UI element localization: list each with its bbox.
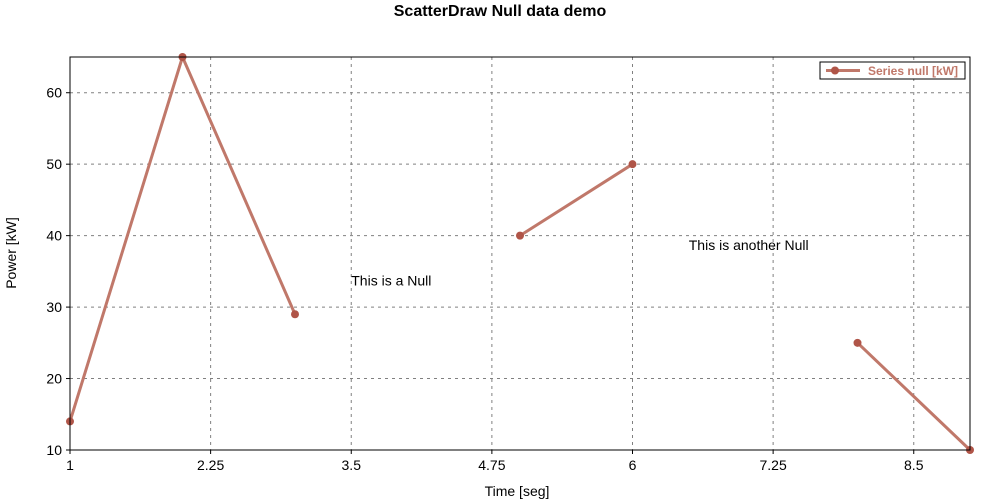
series-segment [518,162,634,238]
y-tick-label: 50 [46,156,62,172]
data-point [853,338,862,347]
x-tick-label: 4.75 [478,457,505,473]
y-tick-label: 30 [46,299,62,315]
annotation-layer: This is a Null This is another Null [351,237,808,289]
grid-layer [70,57,970,450]
x-tick-label: 8.5 [904,457,924,473]
x-tick-label: 3.5 [342,457,362,473]
series-segment [856,341,972,452]
legend-label: Series null [kW] [868,64,958,78]
y-axis-label: Power [kW] [3,217,19,289]
x-tick-label: 1 [66,457,74,473]
series-segment [181,55,297,316]
x-tick-label: 7.25 [760,457,787,473]
x-tick-label: 2.25 [197,457,224,473]
data-point [291,310,299,319]
y-tick-label: 60 [46,85,62,101]
x-tick-label: 6 [629,457,637,473]
series-layer [66,53,974,454]
series-segment [68,55,184,423]
annotation-label: This is another Null [689,237,809,253]
annotation-label: This is a Null [351,273,431,289]
y-tick-label: 10 [46,442,62,458]
x-axis-label: Time [seg] [485,483,550,499]
plot-frame [69,56,971,451]
tick-layer: 1 2.25 3.5 4.75 6 7.25 8.5 10 20 30 40 50 60 [46,85,923,473]
data-point [628,160,637,169]
y-tick-label: 40 [46,228,62,244]
y-tick-label: 20 [46,371,62,387]
legend-box [819,61,966,80]
chart-title: ScatterDraw Null data demo [393,3,607,20]
legend-marker-swatch [831,66,839,75]
legend: Series null [kW] [819,61,966,80]
data-point [516,231,524,240]
